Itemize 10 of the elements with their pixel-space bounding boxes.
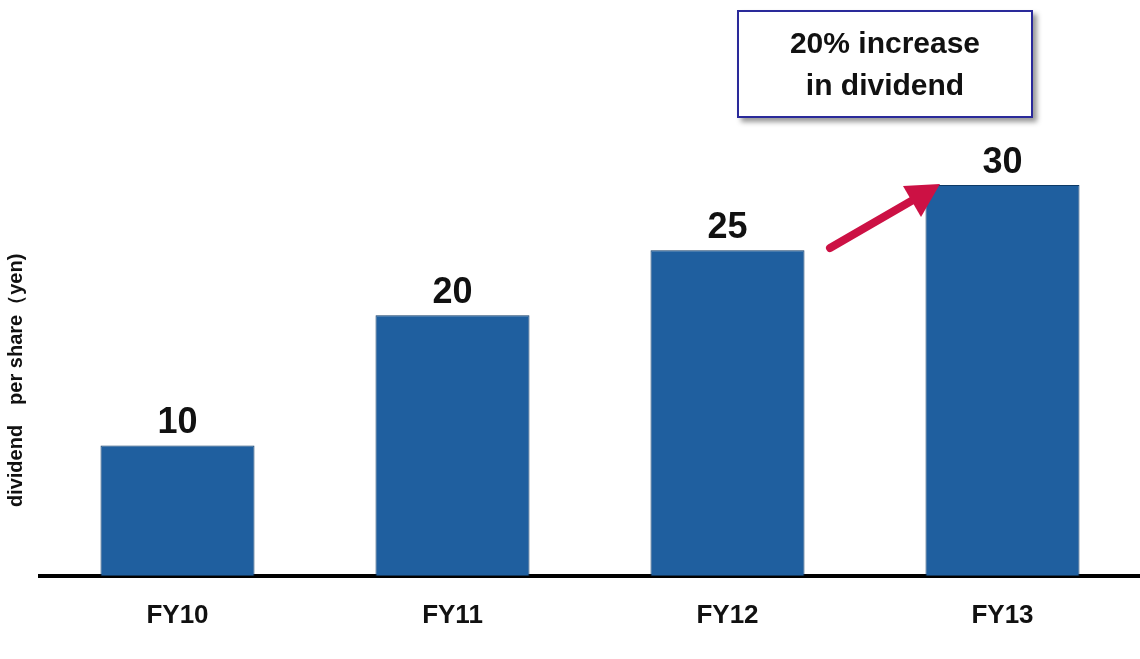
data-label: 20 <box>432 270 473 312</box>
x-tick-label: FY11 <box>422 598 483 629</box>
y-axis-title: dividend per share（yen) <box>3 253 26 508</box>
x-tick-label: FY10 <box>146 598 209 629</box>
data-label: 10 <box>157 400 198 442</box>
data-label: 25 <box>707 205 748 247</box>
text: 20% increase in dividend <box>737 10 1033 118</box>
x-tick-label: FY12 <box>696 598 759 629</box>
data-label: 30 <box>982 139 1023 181</box>
x-tick-label: FY13 <box>971 598 1034 629</box>
